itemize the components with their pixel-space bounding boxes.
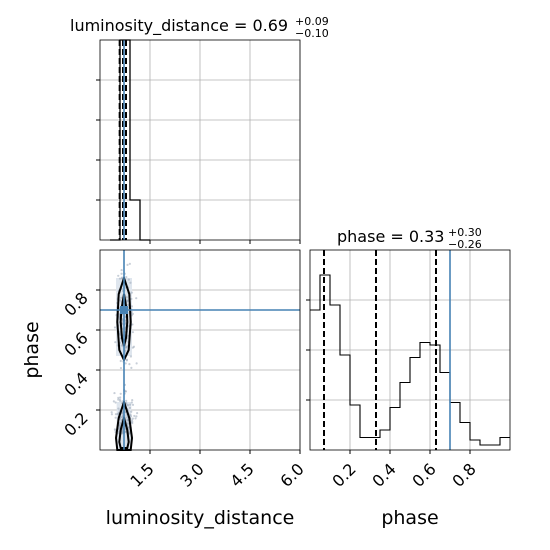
posterior-sample	[110, 413, 114, 416]
posterior-sample	[110, 411, 113, 414]
luminosity-distance-histogram	[110, 39, 150, 241]
posterior-sample	[114, 416, 117, 419]
posterior-sample	[118, 316, 121, 319]
posterior-sample	[130, 291, 134, 294]
luminosity-distance-tick-labels: 1.5 3.0 4.5 6.0	[126, 459, 307, 490]
posterior-sample	[119, 392, 122, 395]
posterior-sample	[132, 345, 136, 348]
posterior-sample	[125, 399, 128, 402]
x-tick-label: 0.4	[368, 459, 399, 490]
grid-lines	[100, 40, 510, 450]
posterior-sample	[113, 428, 116, 431]
posterior-sample	[114, 413, 118, 416]
y-tick-label: 0.2	[60, 408, 91, 439]
posterior-sample	[120, 277, 124, 280]
y-axis-label-phase: phase	[21, 321, 43, 378]
posterior-sample	[124, 390, 127, 393]
axis-ticks	[96, 79, 471, 454]
posterior-sample	[113, 391, 116, 395]
posterior-sample	[134, 417, 137, 420]
posterior-sample	[118, 277, 122, 280]
posterior-sample	[131, 331, 135, 334]
y-tick-label: 0.6	[60, 328, 91, 359]
posterior-sample	[114, 401, 117, 404]
phase-histogram	[310, 274, 510, 446]
phase-title-upper: +0.30	[448, 226, 482, 239]
posterior-sample	[125, 345, 128, 349]
phase-tick-labels: 0.2 0.4 0.6 0.8	[60, 288, 91, 439]
posterior-sample	[124, 362, 127, 365]
x-tick-label: 0.2	[328, 459, 359, 490]
posterior-sample	[135, 362, 138, 365]
posterior-sample	[130, 401, 133, 404]
posterior-sample	[129, 403, 132, 406]
phase-title-lower: −0.26	[448, 238, 482, 251]
posterior-sample	[113, 326, 117, 329]
x-axis-label-luminosity-distance: luminosity_distance	[106, 507, 295, 529]
posterior-sample	[125, 296, 128, 299]
quantile-and-truth-lines	[100, 40, 451, 450]
posterior-sample	[117, 398, 120, 401]
x-tick-label: 6.0	[276, 459, 307, 490]
posterior-sample	[125, 276, 128, 279]
posterior-sample	[127, 278, 130, 281]
y-tick-label: 0.8	[60, 288, 91, 319]
x-tick-label: 1.5	[126, 459, 157, 490]
posterior-sample	[130, 410, 133, 413]
posterior-sample	[130, 305, 133, 308]
posterior-sample	[130, 419, 134, 422]
x-tick-label: 0.6	[408, 459, 439, 490]
posterior-sample	[128, 363, 131, 366]
posterior-sample	[114, 341, 117, 344]
posterior-sample	[117, 396, 120, 399]
posterior-sample	[125, 359, 129, 362]
posterior-sample	[128, 262, 131, 265]
posterior-sample	[129, 355, 133, 358]
posterior-sample	[118, 427, 121, 430]
posterior-sample	[120, 296, 123, 299]
posterior-sample	[129, 281, 132, 284]
luminosity-distance-title: luminosity_distance = 0.69	[70, 16, 288, 36]
posterior-sample	[116, 412, 119, 416]
posterior-sample	[131, 403, 135, 406]
phase-x-tick-labels: 0.2 0.4 0.6 0.8	[328, 459, 479, 490]
posterior-sample	[127, 404, 130, 407]
posterior-sample	[119, 396, 122, 399]
posterior-sample	[117, 407, 120, 410]
posterior-sample	[129, 413, 132, 416]
x-tick-label: 0.8	[448, 459, 479, 490]
posterior-sample	[130, 366, 133, 369]
posterior-sample	[121, 415, 124, 419]
posterior-sample	[119, 299, 122, 302]
posterior-sample	[128, 428, 131, 431]
posterior-sample	[136, 412, 139, 415]
posterior-sample	[135, 297, 138, 300]
posterior-sample	[120, 272, 123, 275]
luminosity-distance-title-lower: −0.10	[295, 27, 329, 40]
posterior-sample	[130, 297, 133, 301]
posterior-sample	[120, 344, 123, 347]
posterior-sample	[131, 399, 134, 402]
posterior-sample	[119, 366, 123, 370]
posterior-sample	[133, 414, 136, 418]
posterior-sample	[128, 406, 132, 409]
histogram-step	[310, 274, 510, 446]
x-tick-label: 3.0	[176, 459, 207, 490]
posterior-sample	[135, 415, 138, 418]
posterior-sample	[126, 263, 129, 266]
histogram-step	[110, 39, 150, 241]
y-tick-label: 0.4	[60, 368, 91, 399]
posterior-sample	[117, 274, 120, 277]
posterior-sample	[118, 423, 121, 426]
posterior-sample	[120, 268, 123, 272]
phase-title: phase = 0.33	[337, 227, 444, 246]
x-tick-label: 4.5	[226, 459, 257, 490]
x-axis-label-phase: phase	[381, 507, 438, 529]
posterior-sample	[118, 398, 122, 401]
posterior-sample	[131, 417, 134, 420]
posterior-sample	[119, 359, 122, 363]
luminosity-distance-title-upper: +0.09	[295, 15, 329, 28]
posterior-sample	[112, 400, 115, 403]
